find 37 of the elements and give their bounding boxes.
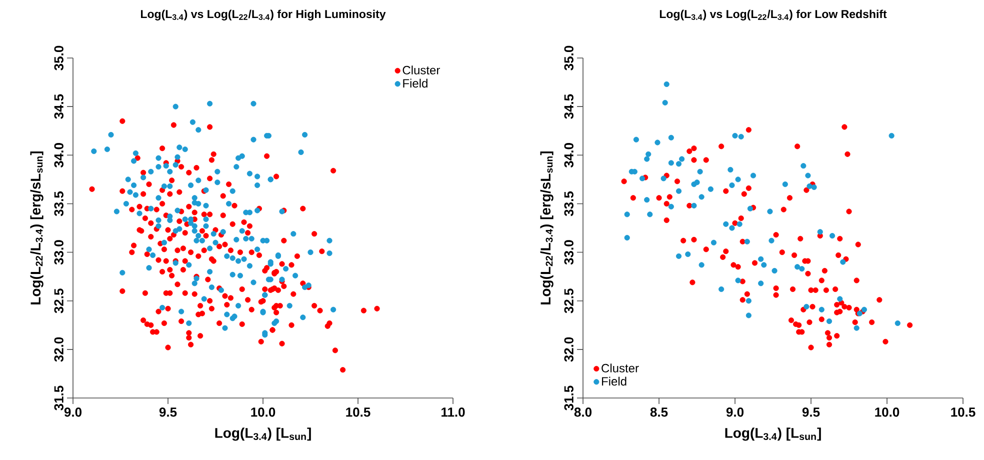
chart-title: Log(L$_{3.4}$) vs Log(L$_{22}$/L$_{3.4}$) for High Luminosity	[140, 10, 386, 20]
y-tick-label: 33.0	[54, 240, 64, 265]
y-axis-title: Log(L$_{22}$/L$_{3.4}$) [erg/sL$_{sun}$]	[30, 151, 44, 304]
y-tick-label: 32.5	[54, 288, 64, 314]
y-tick-label: 34.0	[564, 143, 574, 168]
y-tick-label: 32.0	[54, 337, 64, 362]
x-tick-label: 9.0	[64, 408, 82, 417]
x-tick-label: 11.0	[442, 408, 465, 417]
y-tick-label: 33.5	[54, 191, 64, 216]
y-tick-label: 34.5	[564, 94, 574, 119]
y-tick-label: 35.0	[54, 46, 64, 70]
y-tick-label: 32.5	[564, 288, 574, 314]
legend-label: Cluster	[602, 364, 639, 372]
x-tick-label: 9.5	[159, 408, 177, 417]
x-tick-label: 9.5	[802, 408, 820, 417]
x-axis-title: Log(L$_{3.4}$) [L$_{sun}$]	[215, 428, 311, 441]
y-tick-label: 31.5	[564, 386, 574, 410]
y-tick-label: 31.5	[54, 386, 64, 410]
y-axis-title: Log(L$_{22}$/L$_{3.4}$) [erg/sL$_{sun}$]	[540, 151, 554, 304]
y-tick-label: 34.0	[54, 143, 64, 168]
x-tick-label: 8.5	[650, 408, 668, 417]
x-tick-label: 10.0	[875, 408, 900, 417]
chart-title: Log(L$_{3.4}$) vs Log(L$_{22}$/L$_{3.4}$) for Low Redshift	[660, 10, 887, 20]
x-axis-title: Log(L$_{3.4}$) [L$_{sun}$]	[725, 428, 821, 441]
y-tick-label: 35.0	[564, 46, 574, 70]
legend-label: Field	[403, 78, 428, 88]
x-tick-label: 10.5	[951, 408, 976, 417]
x-tick-label: 10.5	[346, 408, 370, 417]
x-tick-label: 8.0	[574, 408, 592, 417]
x-tick-label: 10.0	[251, 408, 276, 417]
y-tick-label: 32.0	[564, 337, 574, 362]
y-tick-label: 34.5	[54, 94, 64, 119]
y-tick-label: 33.5	[564, 191, 574, 216]
y-tick-label: 33.0	[564, 240, 574, 265]
x-tick-label: 9.0	[726, 408, 744, 417]
legend-label: Cluster	[402, 66, 440, 74]
legend-label: Field	[602, 376, 626, 386]
